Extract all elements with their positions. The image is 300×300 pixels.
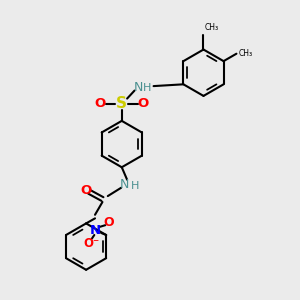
Text: N: N bbox=[90, 224, 101, 237]
Text: CH₃: CH₃ bbox=[205, 23, 219, 32]
Text: S: S bbox=[116, 96, 127, 111]
Text: O: O bbox=[80, 184, 92, 196]
Text: N: N bbox=[120, 178, 129, 191]
Text: O: O bbox=[103, 216, 114, 229]
Text: CH₃: CH₃ bbox=[239, 49, 253, 58]
Text: N: N bbox=[134, 81, 143, 94]
Text: H: H bbox=[131, 181, 139, 191]
Text: O: O bbox=[137, 98, 149, 110]
Text: O: O bbox=[95, 98, 106, 110]
Text: O⁻: O⁻ bbox=[83, 237, 99, 250]
Text: H: H bbox=[143, 82, 151, 93]
